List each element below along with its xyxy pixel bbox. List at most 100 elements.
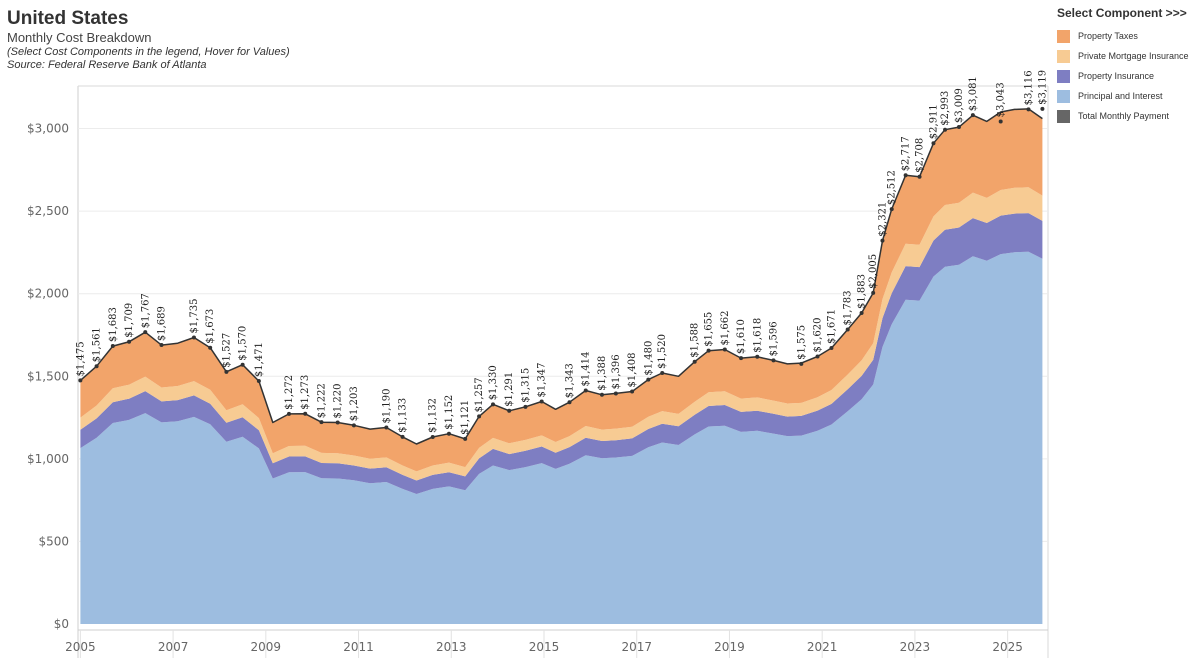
legend-label: Property Insurance — [1078, 71, 1155, 81]
chart-header: United States Monthly Cost Breakdown (Se… — [7, 8, 290, 72]
data-point — [931, 141, 936, 146]
area-private-mortgage-insurance — [80, 187, 1043, 481]
data-point — [917, 174, 922, 179]
data-point — [815, 354, 820, 359]
data-label: $1,414 — [581, 352, 592, 387]
data-point — [256, 379, 261, 384]
data-point — [889, 207, 894, 212]
data-label: $3,043 — [996, 82, 1007, 117]
data-label: $1,683 — [108, 307, 119, 342]
legend-label: Private Mortgage Insurance — [1078, 51, 1189, 61]
y-tick-label: $500 — [38, 534, 69, 548]
data-label: $1,343 — [565, 363, 576, 398]
x-tick-label: 2019 — [714, 640, 745, 654]
data-point — [400, 434, 405, 439]
data-point — [303, 411, 308, 416]
y-tick-label: $3,000 — [27, 122, 69, 136]
data-point — [491, 402, 495, 407]
data-label: $2,717 — [901, 136, 912, 171]
legend-item-principal-and-interest[interactable]: Principal and Interest — [1057, 86, 1197, 106]
data-point — [630, 389, 635, 394]
area-property-insurance — [80, 213, 1043, 494]
data-point — [771, 358, 776, 363]
data-point — [998, 119, 1003, 124]
data-label: $2,005 — [868, 254, 879, 289]
data-label: $3,119 — [1037, 70, 1048, 105]
data-label: $1,121 — [460, 400, 471, 435]
data-point — [829, 346, 834, 351]
data-label: $2,993 — [940, 91, 951, 126]
data-point — [94, 364, 99, 369]
data-label: $1,673 — [205, 309, 216, 344]
data-label: $1,222 — [317, 383, 328, 418]
data-label: $2,512 — [887, 170, 898, 205]
legend-item-private-mortgage-insurance[interactable]: Private Mortgage Insurance — [1057, 46, 1197, 66]
data-point — [646, 377, 651, 382]
legend-item-total-monthly-payment[interactable]: Total Monthly Payment — [1057, 106, 1197, 126]
data-label: $1,620 — [813, 318, 824, 353]
data-label: $1,671 — [827, 309, 838, 344]
x-tick-label: 2021 — [807, 640, 838, 654]
legend: Select Component >>> Property Taxes Priv… — [1057, 6, 1197, 126]
data-label: $1,883 — [857, 274, 868, 309]
data-point — [903, 173, 908, 178]
data-point — [523, 404, 528, 409]
data-point — [384, 425, 389, 430]
y-tick-label: $1,500 — [27, 369, 69, 383]
data-point — [351, 423, 356, 428]
y-tick-label: $2,000 — [27, 287, 69, 301]
data-point — [446, 431, 451, 436]
legend-swatch — [1057, 49, 1070, 63]
legend-item-property-taxes[interactable]: Property Taxes — [1057, 26, 1197, 46]
data-label: $1,662 — [720, 311, 731, 346]
data-point — [583, 388, 588, 393]
legend-item-property-insurance[interactable]: Property Insurance — [1057, 66, 1197, 86]
data-point — [567, 400, 572, 405]
x-tick-label: 2023 — [900, 640, 931, 654]
data-point — [613, 391, 618, 396]
data-point — [78, 378, 83, 383]
area-property-taxes — [80, 108, 1043, 472]
x-tick-label: 2017 — [621, 640, 652, 654]
legend-title: Select Component >>> — [1057, 6, 1187, 20]
data-label: $1,480 — [643, 341, 654, 376]
data-label: $1,783 — [843, 291, 854, 326]
data-label: $1,396 — [611, 354, 622, 389]
data-label: $1,767 — [140, 293, 151, 328]
data-label: $1,388 — [597, 356, 608, 391]
legend-swatch — [1057, 89, 1070, 103]
data-label: $1,709 — [124, 303, 135, 338]
data-point — [539, 399, 544, 404]
data-label: $1,408 — [627, 353, 638, 388]
data-label: $1,588 — [690, 323, 701, 358]
x-tick-label: 2011 — [343, 640, 374, 654]
data-label: $1,220 — [333, 384, 344, 419]
data-label: $1,610 — [736, 319, 747, 354]
data-label: $1,272 — [284, 375, 295, 410]
legend-swatch — [1057, 69, 1070, 83]
x-tick-label: 2005 — [65, 640, 96, 654]
data-point — [191, 335, 196, 340]
data-label: $1,315 — [521, 368, 532, 403]
data-point — [859, 311, 864, 316]
data-label: $1,475 — [75, 341, 86, 376]
data-label: $1,561 — [92, 327, 103, 362]
data-point — [943, 127, 948, 132]
data-label: $1,203 — [349, 386, 360, 421]
data-label: $1,190 — [381, 389, 392, 424]
data-label: $1,570 — [238, 326, 249, 361]
page-title: United States — [7, 8, 129, 29]
data-label: $3,081 — [968, 76, 979, 111]
legend-label: Total Monthly Payment — [1078, 111, 1170, 121]
data-point — [799, 361, 804, 366]
data-label: $1,618 — [752, 318, 763, 353]
x-tick-label: 2007 — [158, 640, 189, 654]
data-label: $1,133 — [398, 398, 409, 433]
data-point — [599, 392, 604, 397]
data-label: $1,152 — [444, 395, 455, 430]
y-tick-label: $2,500 — [27, 204, 69, 218]
data-label: $1,347 — [537, 363, 548, 398]
legend-swatch — [1057, 29, 1070, 43]
data-label: $2,708 — [915, 138, 926, 173]
